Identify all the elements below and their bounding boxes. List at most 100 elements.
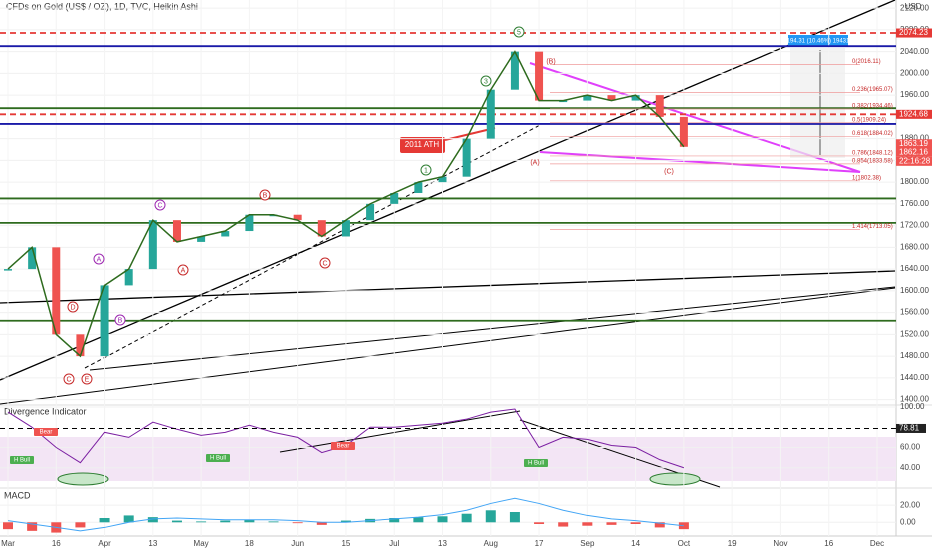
candle [245,214,254,232]
y-tick-label: 20.00 [900,500,921,509]
macd-bar [147,517,158,523]
macd-bar [3,522,13,530]
callout: 2011 ATH [405,140,440,149]
candle [607,95,616,101]
macd-bar [292,522,303,524]
signal-tag [524,459,548,467]
fib-label: 1(1802.38) [852,175,881,181]
macd-bar [413,517,424,523]
trend-line [0,270,896,304]
x-tick-label: Sep [580,539,595,548]
fib-label: 0(2016.11) [852,59,881,65]
y-tick-label: 60.00 [900,443,921,452]
countdown: 22:16:28 [899,156,931,165]
callout-pointer [444,127,496,141]
y-tick-label: 1720.00 [900,221,929,230]
macd-bar [558,522,569,527]
highlight [57,472,109,486]
price-tag [896,28,932,38]
candle [124,269,133,286]
candle [366,203,375,221]
wave-circle [67,301,79,313]
macd-bar [485,510,496,523]
measure-label-box [788,35,848,46]
wave-circle [420,164,432,176]
wave-circle [63,373,75,385]
wave-label: (A) [530,159,539,166]
y-tick-label: 1800.00 [900,177,929,186]
fib-label: 0.786(1848.12) [852,151,893,157]
y-tick-label: 1520.00 [900,329,929,338]
macd-bar [99,518,110,523]
candle [390,192,399,204]
price-tag-label: 2074.23 [899,28,928,37]
signal-label: H Bull [528,461,544,467]
trend-line [0,0,896,381]
y-tick-label: 2000.00 [900,68,929,77]
x-tick-label: Jun [291,539,304,548]
fib-label: 0.382(1934.46) [852,104,893,110]
wave-label: A [181,267,186,274]
candle [293,214,302,221]
candle [197,236,206,242]
x-tick-label: Aug [484,539,498,548]
macd-bar [389,518,400,523]
trend-line [0,287,896,405]
macd-bar [244,519,255,523]
wave-circle [154,199,166,211]
x-tick-label: Mar [1,539,15,548]
fib-label: 0.236(1965.07) [852,87,893,93]
candle [172,220,181,242]
price-tag-label: 1862.16 [899,147,928,156]
candle [583,95,592,101]
y-tick-label: 40.00 [900,463,921,472]
candle [341,220,350,237]
price-line [7,50,685,358]
level-tag-label: 78.81 [899,424,920,433]
macd-bar [461,513,472,523]
currency: USD [905,2,922,11]
candle [631,95,640,101]
wave-label: C [322,260,327,267]
macd-bar [316,522,327,525]
signal-tag [10,456,34,464]
wave-circle [259,189,271,201]
signal-tag [34,428,58,436]
x-tick-label: Dec [870,539,884,548]
price-tag-label: 1863.19 [899,139,928,148]
signal-label: H Bull [14,458,30,464]
candle [438,176,447,183]
wave-circle [513,26,525,38]
x-tick-label: 16 [824,539,833,548]
macd-bar [534,522,545,524]
wave-label: 1 [424,167,428,174]
level-tag [896,423,926,433]
pane-title: MACD [4,490,31,500]
y-tick-label: 1560.00 [900,308,929,317]
y-tick-label: 1440.00 [900,373,929,382]
y-tick-label: 100.00 [900,402,925,411]
highlight [649,472,701,486]
signal-label: Bear [337,444,350,450]
triangle-line [539,151,861,173]
wave-circle [93,253,105,265]
price-tag [896,147,932,157]
callout-box [400,137,445,153]
candle [655,95,664,117]
macd-bar [509,512,520,523]
divergence-line [279,410,521,453]
macd-bar [75,522,86,528]
wave-label: C [66,376,71,383]
candle [52,247,61,335]
y-tick-label: 1480.00 [900,351,929,360]
macd-bar [220,520,231,523]
fib-label: 0.854(1833.58) [852,158,893,164]
macd-bar [630,522,641,524]
y-tick-label: 1600.00 [900,286,929,295]
candle [4,269,12,271]
macd-bar [582,522,593,526]
x-tick-label: 14 [631,539,640,548]
fib-label: 1.414(1713.05) [852,224,893,230]
candle [317,220,326,237]
y-tick-label: 1760.00 [900,199,929,208]
